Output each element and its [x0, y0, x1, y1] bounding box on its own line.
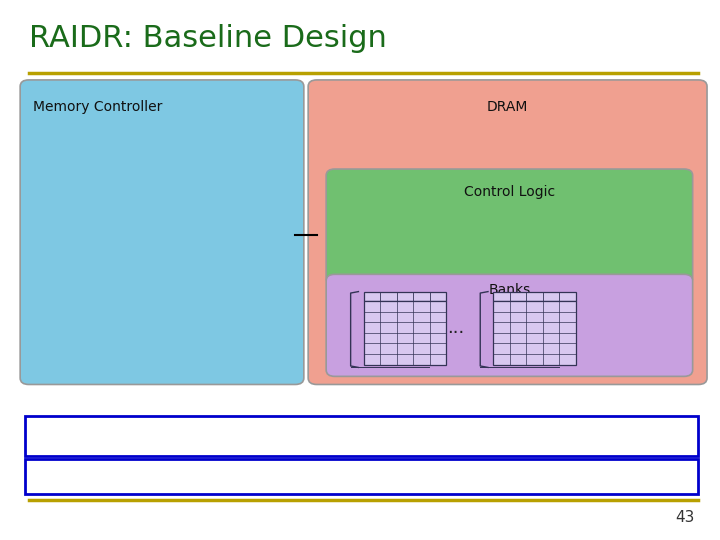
FancyBboxPatch shape — [20, 80, 304, 384]
FancyBboxPatch shape — [326, 274, 693, 376]
Text: DRAM: DRAM — [487, 100, 528, 114]
Text: Banks: Banks — [489, 283, 531, 297]
Text: Refresh control is in DRAM in today’s auto-refresh systems: Refresh control is in DRAM in today’s au… — [32, 427, 642, 446]
Text: Control Logic: Control Logic — [464, 185, 555, 199]
Text: RAIDR can be implemented in either the controller or DRAM: RAIDR can be implemented in either the c… — [32, 467, 631, 486]
Text: ...: ... — [447, 319, 464, 337]
FancyBboxPatch shape — [25, 416, 698, 456]
FancyBboxPatch shape — [25, 459, 698, 494]
FancyBboxPatch shape — [326, 169, 693, 285]
Bar — [364, 301, 446, 365]
Text: RAIDR: Baseline Design: RAIDR: Baseline Design — [29, 24, 387, 53]
Text: Memory Controller: Memory Controller — [32, 100, 162, 114]
Text: 43: 43 — [675, 510, 695, 525]
Bar — [493, 301, 576, 365]
Bar — [364, 292, 446, 301]
Bar — [493, 292, 576, 301]
FancyBboxPatch shape — [308, 80, 707, 384]
